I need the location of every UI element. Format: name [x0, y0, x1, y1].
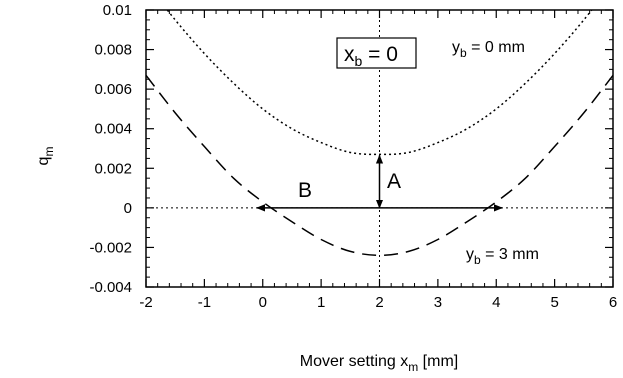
y-axis-label: qm [35, 147, 56, 166]
y-tick-label: 0.01 [103, 2, 132, 19]
x-tick-label: -2 [139, 294, 152, 311]
y-tick-label: 0.002 [94, 160, 132, 177]
x-tick-label: 4 [492, 294, 500, 311]
x-tick-labels: -2 -1 0 1 2 3 4 5 6 [139, 294, 617, 311]
x-tick-label: 2 [375, 294, 383, 311]
x-tick-label: 0 [259, 294, 267, 311]
annotation-A: A [387, 170, 401, 193]
annotation-B: B [298, 179, 312, 202]
y-tick-label: 0 [124, 200, 132, 217]
xb-annotation-box [336, 37, 417, 69]
x-tick-label: -1 [198, 294, 211, 311]
x-axis-label: Mover setting xm [mm] [300, 353, 458, 374]
series-label-yb0: yb = 0 mm [452, 39, 525, 60]
y-tick-label: 0.008 [94, 42, 132, 59]
x-tick-label: 3 [434, 294, 442, 311]
y-tick-label: -0.004 [89, 279, 132, 296]
series-label-yb3: yb = 3 mm [466, 246, 539, 267]
ticks [145, 9, 614, 288]
x-tick-label: 6 [609, 294, 617, 311]
y-tick-label: -0.002 [89, 239, 132, 256]
series-group [146, 10, 613, 257]
x-tick-label: 1 [317, 294, 325, 311]
series-line-yb3 [146, 74, 613, 257]
y-tick-labels: -0.004 -0.002 0 0.002 0.004 0.006 0.008 0.01 [89, 2, 132, 296]
y-tick-label: 0.004 [94, 121, 132, 138]
y-tick-label: 0.006 [94, 81, 132, 98]
x-tick-label: 5 [550, 294, 558, 311]
xb-annotation-text: xb = 0 [344, 43, 398, 69]
xb-annotation: xb = 0 [336, 37, 417, 69]
series-line-yb0 [166, 10, 593, 156]
arrows [256, 154, 503, 212]
